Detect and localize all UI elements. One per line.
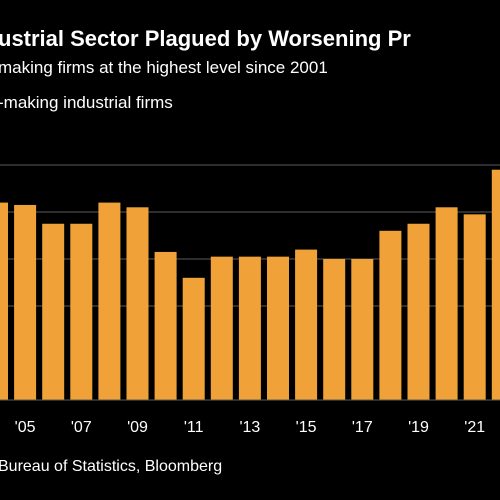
chart-subtitle: making firms at the highest level since … [0, 58, 328, 77]
x-tick-label: '19 [408, 419, 429, 436]
source-note: Bureau of Statistics, Bloomberg [0, 458, 223, 475]
x-tick-label: '21 [464, 419, 485, 436]
chart-title: ustrial Sector Plagued by Worsening Pr [0, 26, 411, 51]
bar [323, 259, 346, 400]
x-tick-label: '07 [71, 419, 92, 436]
series-label: -making industrial firms [0, 93, 173, 112]
bar [351, 259, 374, 400]
bar [98, 202, 121, 400]
bar [295, 249, 318, 400]
x-tick-label: '05 [15, 419, 36, 436]
bar [491, 169, 500, 400]
bar [379, 230, 402, 400]
x-tick-label: '13 [239, 419, 260, 436]
bar [238, 256, 261, 400]
bar [70, 223, 93, 400]
bar [14, 204, 37, 400]
bar [267, 256, 289, 400]
bar [435, 207, 458, 400]
bar [463, 214, 486, 400]
bars [0, 169, 500, 400]
bar [182, 277, 205, 400]
x-tick-label: '11 [184, 419, 204, 436]
x-tick-label: '17 [352, 419, 373, 436]
bar [42, 223, 65, 400]
bar [154, 251, 177, 400]
bar [0, 202, 8, 400]
bar [126, 207, 149, 400]
x-axis-tick-labels: '05 '07 '09 '11 '13 '15 '17 '19 '21 [15, 419, 486, 436]
bar [407, 223, 430, 400]
x-tick-label: '09 [127, 419, 148, 436]
x-tick-label: '15 [296, 419, 317, 436]
bar [210, 256, 233, 400]
